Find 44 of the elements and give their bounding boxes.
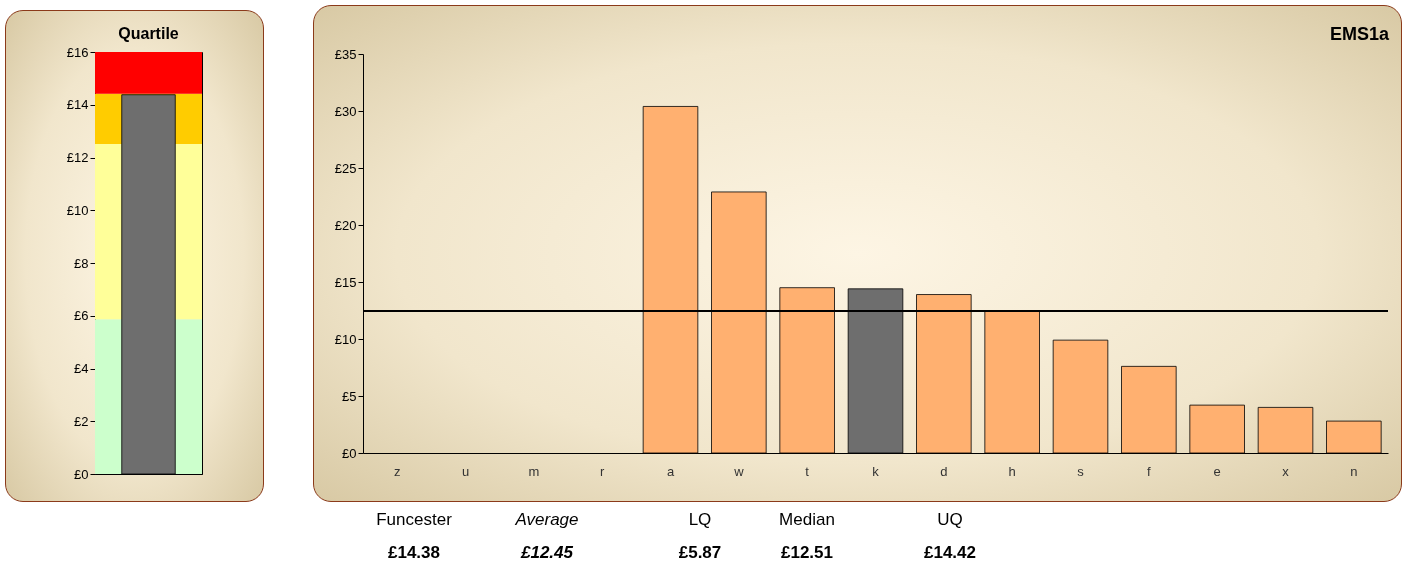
text: UQ xyxy=(936,510,964,530)
y-tick-label: £4 xyxy=(74,361,89,376)
y-tick-label: £12 xyxy=(66,150,89,165)
y-tick-label: £15 xyxy=(334,274,357,290)
text: £12.51 xyxy=(780,543,834,563)
x-tick-label: k xyxy=(872,463,880,479)
text: £14.38 xyxy=(387,543,441,563)
x-tick-label: u xyxy=(461,463,470,479)
text: £5.87 xyxy=(677,543,723,563)
y-tick-label: £8 xyxy=(74,255,89,271)
y-tick-label: £10 xyxy=(66,202,89,218)
text: LQ xyxy=(687,510,713,530)
y-tick-label: £20 xyxy=(334,217,357,233)
text: Funcester xyxy=(375,510,453,530)
x-tick-label: r xyxy=(599,463,605,479)
x-tick-label: m xyxy=(528,463,540,479)
y-tick-label: £2 xyxy=(74,413,89,429)
y-tick-label: £5 xyxy=(342,388,357,404)
text: £12.45 xyxy=(519,543,574,563)
y-tick-label: £14 xyxy=(66,97,89,113)
y-tick-label: £35 xyxy=(334,46,357,62)
chart-title: Quartile xyxy=(118,25,179,42)
x-tick-label: x xyxy=(1282,463,1290,479)
y-tick-label: £30 xyxy=(334,103,357,119)
x-tick-label: f xyxy=(1147,463,1152,479)
y-tick-label: £10 xyxy=(334,331,357,347)
x-tick-label: t xyxy=(805,463,810,479)
y-tick-label: £16 xyxy=(66,44,89,60)
y-tick-label: £25 xyxy=(334,160,357,176)
text: £14.42 xyxy=(923,543,977,563)
y-tick-label: £6 xyxy=(74,308,89,324)
x-tick-label: e xyxy=(1213,463,1221,479)
chart-title: EMS1a xyxy=(1329,24,1390,44)
x-tick-label: z xyxy=(393,463,401,479)
x-tick-label: w xyxy=(733,463,745,479)
x-tick-label: s xyxy=(1077,463,1085,479)
x-tick-label: n xyxy=(1350,463,1358,479)
text: Median xyxy=(778,510,836,530)
y-tick-label: £0 xyxy=(74,466,89,482)
text: Average xyxy=(514,510,580,530)
x-tick-label: a xyxy=(666,463,675,479)
y-tick-label: £0 xyxy=(342,445,357,461)
x-tick-label: h xyxy=(1008,463,1016,479)
x-tick-label: d xyxy=(940,463,948,479)
